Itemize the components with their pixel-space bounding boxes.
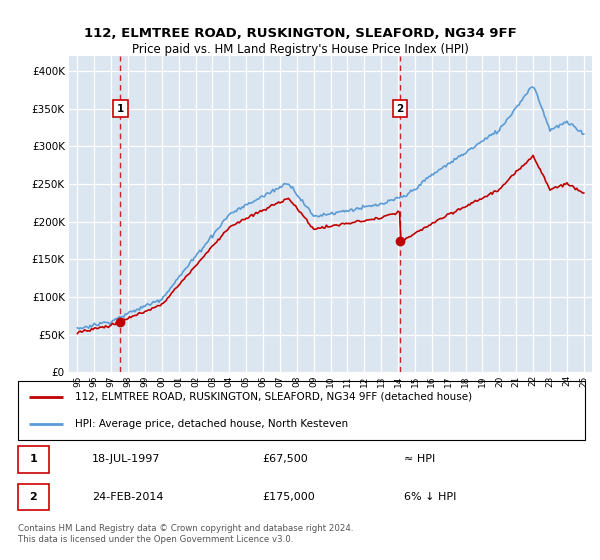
Text: £67,500: £67,500	[262, 454, 308, 464]
Text: £175,000: £175,000	[262, 492, 314, 502]
Text: 24-FEB-2014: 24-FEB-2014	[92, 492, 163, 502]
Text: HPI: Average price, detached house, North Kesteven: HPI: Average price, detached house, Nort…	[75, 419, 348, 429]
Text: 1: 1	[29, 454, 37, 464]
Text: Price paid vs. HM Land Registry's House Price Index (HPI): Price paid vs. HM Land Registry's House …	[131, 43, 469, 56]
Bar	[18, 446, 49, 473]
Bar	[18, 484, 49, 511]
Text: ≈ HPI: ≈ HPI	[404, 454, 435, 464]
Text: 18-JUL-1997: 18-JUL-1997	[92, 454, 160, 464]
Text: 1: 1	[116, 104, 124, 114]
Text: 2: 2	[29, 492, 37, 502]
Text: 112, ELMTREE ROAD, RUSKINGTON, SLEAFORD, NG34 9FF (detached house): 112, ELMTREE ROAD, RUSKINGTON, SLEAFORD,…	[75, 391, 472, 402]
Text: Contains HM Land Registry data © Crown copyright and database right 2024.
This d: Contains HM Land Registry data © Crown c…	[18, 524, 353, 544]
Text: 112, ELMTREE ROAD, RUSKINGTON, SLEAFORD, NG34 9FF: 112, ELMTREE ROAD, RUSKINGTON, SLEAFORD,…	[83, 27, 517, 40]
Text: 2: 2	[397, 104, 404, 114]
Text: 6% ↓ HPI: 6% ↓ HPI	[404, 492, 456, 502]
